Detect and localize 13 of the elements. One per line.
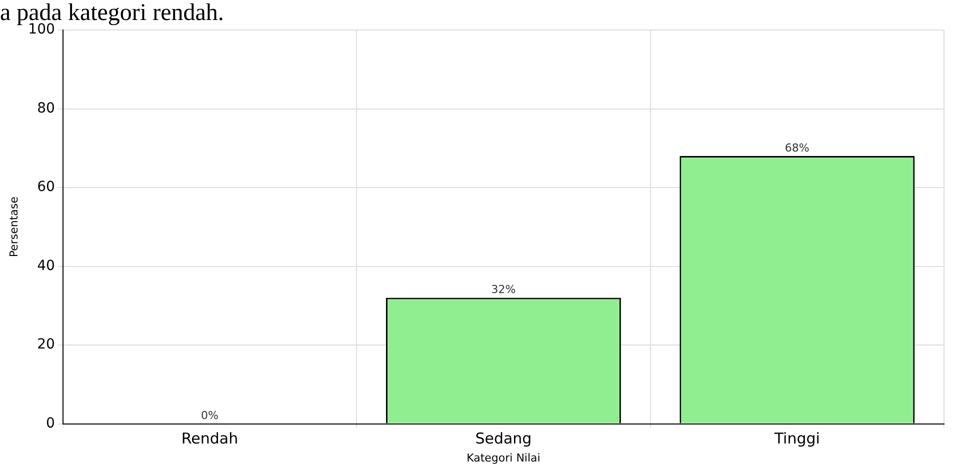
data-label: 68% xyxy=(784,141,810,154)
y-tick-label: 40 xyxy=(37,258,55,274)
y-tick-label: 80 xyxy=(37,100,55,116)
y-tick-label: 20 xyxy=(37,336,55,353)
x-tick-label: Rendah xyxy=(181,430,238,448)
x-tick-label: Tinggi xyxy=(773,430,820,448)
x-tick-label: Sedang xyxy=(475,430,532,448)
x-axis-title: Kategori Nilai xyxy=(466,451,540,464)
data-label: 0% xyxy=(201,409,218,422)
data-label: 32% xyxy=(491,283,516,296)
y-tick-label: 60 xyxy=(37,179,55,196)
y-tick-label: 0 xyxy=(46,415,55,432)
y-axis-title: Persentase xyxy=(7,196,20,258)
